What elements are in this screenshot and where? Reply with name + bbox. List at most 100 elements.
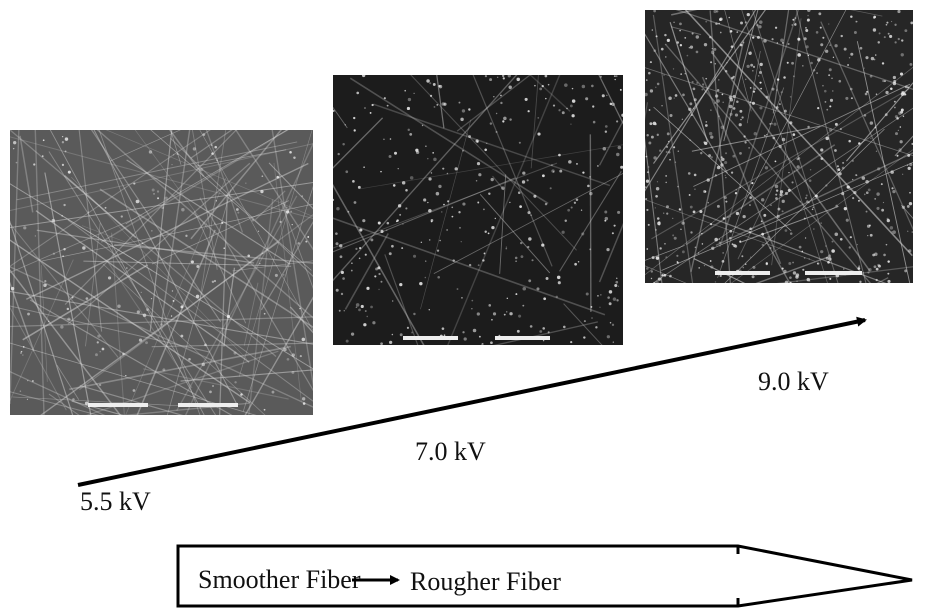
bead <box>645 155 648 158</box>
bead <box>695 35 700 39</box>
fiber <box>16 141 298 201</box>
bead <box>301 397 306 401</box>
bead <box>870 137 872 140</box>
fiber <box>10 370 106 415</box>
bead <box>583 320 586 323</box>
sem-image-low <box>10 130 313 415</box>
bead <box>820 148 824 152</box>
bead <box>429 82 432 85</box>
bead <box>846 185 850 189</box>
bead <box>494 217 497 220</box>
bead <box>804 196 808 200</box>
bead <box>869 74 873 78</box>
bead <box>793 170 796 172</box>
bead <box>542 339 545 342</box>
fiber <box>42 417 70 434</box>
bead <box>340 270 344 275</box>
bead <box>274 273 278 277</box>
bead <box>666 38 670 42</box>
bead <box>693 173 697 177</box>
bead <box>676 254 679 257</box>
bead <box>522 171 526 175</box>
bead <box>476 140 479 143</box>
bead <box>23 226 27 230</box>
bead <box>462 202 466 206</box>
bead <box>705 20 708 23</box>
fiber <box>598 222 623 283</box>
bead <box>515 293 518 296</box>
bead <box>587 184 590 188</box>
bead <box>15 161 18 164</box>
bead <box>767 235 771 239</box>
bead <box>211 152 214 155</box>
bead <box>589 176 591 178</box>
bead <box>774 26 778 29</box>
fiber <box>191 130 218 270</box>
bead <box>907 153 911 157</box>
bead <box>748 230 752 234</box>
bead <box>568 160 572 164</box>
bead <box>374 275 377 278</box>
bead <box>107 276 112 280</box>
bead <box>701 88 704 91</box>
bead <box>725 152 728 155</box>
bead <box>646 208 649 212</box>
bead <box>776 89 778 91</box>
bead <box>883 80 886 83</box>
bead <box>744 141 747 144</box>
bead <box>556 275 561 280</box>
bead <box>780 38 784 43</box>
bead <box>884 113 888 117</box>
bead <box>648 141 652 145</box>
bead <box>794 17 797 20</box>
bead <box>725 176 727 179</box>
bead <box>899 126 902 128</box>
legend-to: Rougher Fiber <box>410 567 561 596</box>
bead <box>789 232 793 235</box>
bead <box>541 174 545 178</box>
bead <box>423 198 427 202</box>
fiber <box>36 229 255 264</box>
bead <box>571 87 574 90</box>
fiber <box>333 106 348 129</box>
fiber <box>248 199 274 415</box>
bead <box>351 262 353 265</box>
bead <box>714 102 716 104</box>
bead <box>818 12 822 16</box>
fiber <box>105 130 313 217</box>
fiber <box>93 130 237 404</box>
bead <box>366 286 370 290</box>
bead <box>391 333 394 336</box>
bead <box>491 225 495 230</box>
bead <box>559 169 563 173</box>
bead <box>72 398 75 401</box>
fiber <box>111 232 125 415</box>
fiber <box>260 221 313 311</box>
fiber <box>333 75 518 282</box>
bead <box>898 148 902 152</box>
bead <box>820 157 824 160</box>
bead <box>26 398 29 401</box>
bead <box>151 230 153 232</box>
fiber <box>652 14 694 283</box>
bead <box>279 220 282 224</box>
bead <box>709 35 712 39</box>
bead <box>652 121 657 126</box>
fiber <box>344 233 389 310</box>
bead <box>654 228 658 231</box>
bead <box>758 20 763 24</box>
bead <box>531 259 534 262</box>
bead <box>665 56 667 58</box>
bead <box>863 114 867 117</box>
bead <box>82 246 86 250</box>
bead <box>904 29 908 33</box>
bead <box>878 32 881 35</box>
bead <box>710 109 712 111</box>
bead <box>527 245 530 249</box>
bead <box>797 157 801 160</box>
fiber <box>772 10 790 114</box>
bead <box>489 122 493 125</box>
bead <box>789 121 793 125</box>
bead <box>192 147 197 151</box>
